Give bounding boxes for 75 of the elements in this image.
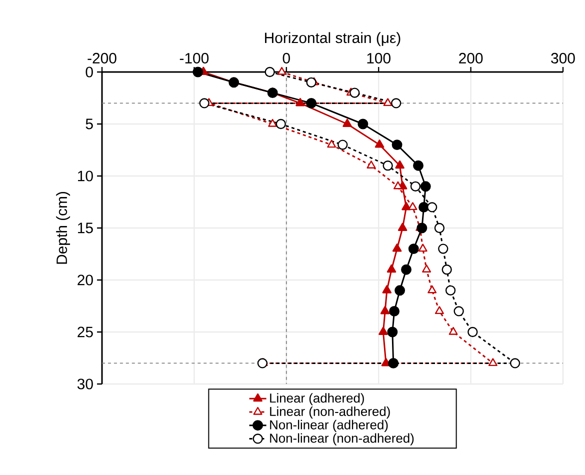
- point: [445, 285, 456, 296]
- x-axis-title: Horizontal strain (με): [265, 32, 400, 46]
- point: [387, 326, 398, 338]
- point: [366, 160, 376, 168]
- point: [383, 98, 392, 106]
- point: [380, 306, 390, 314]
- y-axis-title: Depth (cm): [56, 192, 70, 264]
- point: [327, 140, 336, 148]
- point: [395, 160, 404, 169]
- point: [392, 244, 402, 252]
- point: [422, 264, 432, 272]
- y-tick-label: 30: [77, 378, 93, 390]
- y-tick-label: 15: [78, 222, 93, 234]
- point: [434, 222, 445, 234]
- point: [434, 306, 444, 314]
- point: [382, 285, 392, 294]
- point: [228, 77, 240, 88]
- point: [378, 326, 388, 335]
- point: [394, 285, 406, 296]
- point: [426, 202, 438, 212]
- point: [382, 160, 393, 171]
- y-tick-label: 0: [86, 66, 93, 78]
- point: [468, 326, 478, 338]
- legend-label: Non-linear (adhered): [270, 420, 388, 432]
- point: [392, 140, 402, 150]
- y-tick-label: 5: [86, 118, 93, 130]
- legend-label: Linear (non-adhered): [270, 406, 390, 419]
- point: [418, 202, 430, 212]
- point: [438, 244, 448, 254]
- y-tick-label: 25: [78, 326, 93, 338]
- legend-label: Non-linear (non-adhered): [270, 433, 414, 446]
- point: [358, 118, 368, 130]
- point: [510, 358, 520, 368]
- point: [410, 181, 421, 192]
- point: [268, 118, 278, 127]
- point: [388, 358, 399, 368]
- x-tick-label: 0: [282, 52, 290, 64]
- point: [442, 264, 452, 275]
- point: [420, 181, 431, 192]
- point: [264, 66, 275, 78]
- y-tick-label: 20: [78, 274, 93, 286]
- x-tick-label: -100: [180, 52, 209, 64]
- point: [428, 285, 437, 294]
- point: [267, 88, 278, 98]
- point: [342, 118, 352, 127]
- point: [416, 222, 428, 234]
- point: [454, 306, 464, 316]
- point: [448, 326, 458, 335]
- point: [389, 306, 400, 316]
- y-tick-label: 10: [78, 170, 93, 182]
- point: [306, 98, 317, 108]
- point: [386, 264, 396, 273]
- point: [408, 244, 419, 254]
- point: [402, 202, 411, 210]
- point: [391, 98, 402, 108]
- point: [488, 358, 498, 366]
- x-tick-label: 300: [551, 52, 575, 64]
- point: [338, 140, 348, 150]
- point: [199, 98, 210, 108]
- point: [418, 244, 428, 252]
- point: [401, 264, 412, 275]
- point: [192, 66, 204, 78]
- point: [277, 66, 286, 75]
- point: [398, 222, 408, 231]
- x-tick-label: -200: [88, 52, 116, 64]
- point: [296, 98, 305, 106]
- x-tick-label: 100: [367, 52, 390, 64]
- point: [306, 77, 316, 88]
- point: [276, 118, 286, 130]
- x-tick-label: 200: [459, 52, 483, 64]
- point: [393, 181, 402, 190]
- point: [413, 160, 424, 171]
- legend-label: Linear (adhered): [270, 393, 364, 406]
- point: [374, 140, 384, 148]
- point: [350, 88, 360, 98]
